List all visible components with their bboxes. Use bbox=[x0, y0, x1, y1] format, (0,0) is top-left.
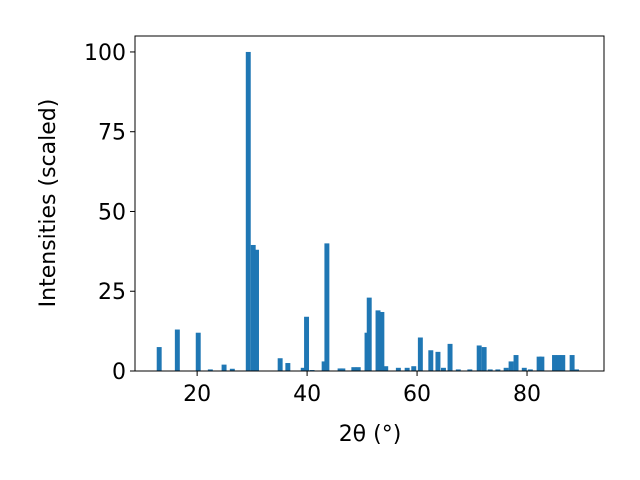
bar bbox=[324, 243, 330, 371]
bar bbox=[229, 368, 235, 371]
bar bbox=[508, 361, 514, 371]
bar bbox=[340, 368, 346, 371]
bar bbox=[481, 347, 487, 371]
y-tick-label: 0 bbox=[112, 360, 126, 385]
bar bbox=[174, 329, 180, 371]
bar bbox=[351, 367, 357, 371]
bar bbox=[245, 51, 251, 371]
x-tick-label: 80 bbox=[513, 382, 541, 407]
bar bbox=[447, 343, 453, 371]
x-tick-label: 40 bbox=[293, 382, 321, 407]
x-axis-label: 2θ (°) bbox=[339, 422, 402, 447]
bar bbox=[321, 361, 327, 371]
bar bbox=[560, 355, 566, 371]
bar bbox=[207, 369, 213, 371]
bar bbox=[411, 366, 417, 371]
bar bbox=[539, 356, 545, 371]
bar bbox=[536, 356, 542, 371]
bar bbox=[521, 367, 527, 371]
bar bbox=[476, 345, 482, 371]
plot-frame bbox=[134, 35, 605, 372]
bar bbox=[455, 369, 461, 371]
bar bbox=[195, 332, 201, 371]
bar bbox=[495, 369, 501, 371]
x-tick-label: 60 bbox=[403, 382, 431, 407]
bar bbox=[404, 367, 410, 371]
bar bbox=[250, 244, 256, 371]
bar bbox=[527, 369, 533, 371]
bar bbox=[383, 366, 389, 371]
bar bbox=[552, 355, 557, 371]
bar bbox=[428, 350, 434, 371]
bar bbox=[503, 367, 509, 371]
bar bbox=[156, 347, 162, 371]
bar bbox=[487, 369, 493, 371]
bar bbox=[304, 316, 310, 371]
bar bbox=[285, 363, 291, 371]
y-tick-label: 50 bbox=[98, 200, 126, 225]
bar bbox=[417, 337, 423, 371]
bar bbox=[574, 369, 579, 371]
bar bbox=[277, 358, 283, 371]
bar bbox=[395, 367, 401, 371]
bar bbox=[254, 249, 259, 371]
bar bbox=[355, 367, 361, 371]
bar bbox=[300, 367, 306, 371]
bar bbox=[513, 355, 519, 371]
bar bbox=[375, 310, 381, 371]
bar bbox=[440, 367, 446, 371]
bar bbox=[337, 368, 343, 371]
bar bbox=[569, 355, 575, 371]
x-tick-label: 20 bbox=[183, 382, 211, 407]
y-tick-label: 100 bbox=[84, 41, 126, 66]
bar bbox=[366, 297, 372, 371]
y-tick-label: 25 bbox=[98, 280, 126, 305]
bar bbox=[221, 364, 227, 371]
y-axis-label: Intensities (scaled) bbox=[36, 99, 61, 308]
y-tick-label: 75 bbox=[98, 121, 126, 146]
bar bbox=[435, 351, 441, 371]
bar bbox=[379, 311, 385, 371]
bar bbox=[467, 369, 473, 371]
bar bbox=[556, 355, 562, 371]
